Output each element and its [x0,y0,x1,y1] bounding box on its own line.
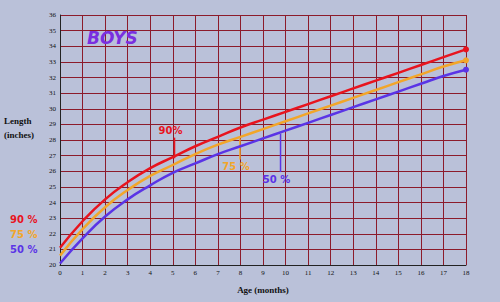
svg-text:25: 25 [49,183,57,191]
svg-text:26: 26 [49,167,57,175]
svg-text:BOYS: BOYS [87,28,138,48]
svg-text:2: 2 [103,269,107,277]
svg-text:0: 0 [58,269,62,277]
svg-text:35: 35 [49,27,57,35]
svg-text:31: 31 [49,89,57,97]
svg-text:4: 4 [148,269,152,277]
svg-text:16: 16 [417,269,425,277]
svg-text:17: 17 [440,269,448,277]
svg-text:29: 29 [49,120,57,128]
svg-text:Age (months): Age (months) [237,285,289,295]
svg-text:32: 32 [49,74,57,82]
svg-text:27: 27 [49,152,57,160]
svg-text:1: 1 [81,269,85,277]
svg-text:22: 22 [49,230,57,238]
svg-text:11: 11 [305,269,312,277]
svg-text:10: 10 [282,269,290,277]
svg-text:90%: 90% [159,125,183,136]
svg-text:50 %: 50 % [263,174,290,185]
svg-text:6: 6 [194,269,198,277]
svg-text:7: 7 [216,269,220,277]
svg-text:75 %: 75 % [10,229,37,240]
svg-text:Length: Length [4,116,32,126]
svg-text:15: 15 [395,269,403,277]
svg-text:9: 9 [261,269,265,277]
svg-text:18: 18 [463,269,471,277]
svg-text:8: 8 [239,269,243,277]
svg-text:13: 13 [350,269,358,277]
svg-text:12: 12 [327,269,335,277]
svg-text:3: 3 [126,269,130,277]
svg-text:20: 20 [49,261,57,269]
svg-text:33: 33 [49,58,57,66]
svg-text:34: 34 [49,42,57,50]
svg-text:50 %: 50 % [10,244,37,255]
svg-text:30: 30 [49,105,57,113]
svg-text:36: 36 [49,11,57,19]
svg-text:21: 21 [49,245,57,253]
svg-text:23: 23 [49,214,57,222]
svg-text:14: 14 [372,269,380,277]
svg-text:24: 24 [49,199,57,207]
svg-text:5: 5 [171,269,175,277]
svg-text:28: 28 [49,136,57,144]
svg-text:90 %: 90 % [10,214,37,225]
svg-text:75 %: 75 % [222,161,249,172]
svg-text:(inches): (inches) [4,130,34,140]
